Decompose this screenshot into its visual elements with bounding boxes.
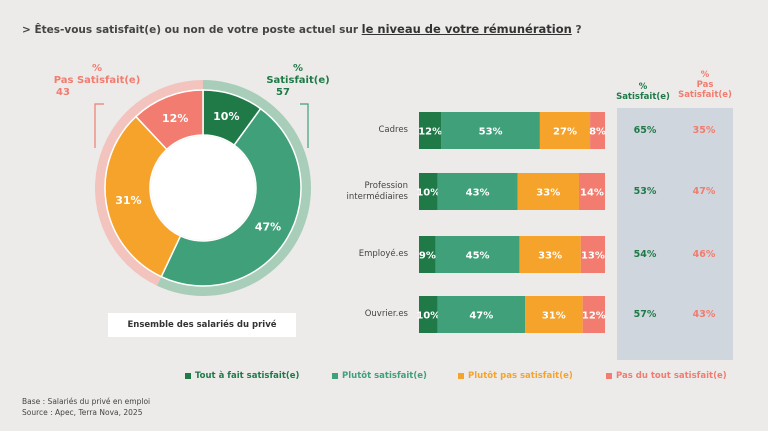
- satisfied-header-name: Satisfait(e): [616, 92, 670, 102]
- bar-segment: [590, 112, 605, 149]
- legend-item: Plutôt pas satisfait(e): [458, 371, 573, 381]
- page-title: > Êtes-vous satisfait(e) ou non de votre…: [22, 22, 582, 36]
- satisfied-callout-name: Satisfait(e): [266, 75, 330, 86]
- bar-segment: [435, 236, 520, 273]
- donut-chart: 10% 47% 31% 12%: [95, 80, 312, 297]
- donut-slice: [160, 107, 302, 287]
- bar-category-label: Employé.es: [358, 248, 408, 259]
- legend-label: Plutôt satisfait(e): [342, 371, 427, 381]
- unsatisfied-total: 43%: [692, 308, 716, 320]
- bar-segment-label: 9%: [419, 251, 436, 262]
- bar-category-label: Ouvrier.es: [364, 308, 408, 319]
- legend-swatch: [332, 372, 338, 379]
- bar-segment-label: 10%: [416, 311, 440, 322]
- bar-segment-label: 45%: [466, 251, 490, 262]
- bar-segment: [580, 236, 605, 273]
- bar-segment: [519, 236, 581, 273]
- unsatisfied-column-header: % Pas Satisfait(e): [674, 70, 736, 100]
- bar-segment-label: 33%: [536, 188, 560, 199]
- satisfied-callout-value: 57: [276, 87, 290, 98]
- bar-segment-label: 10%: [416, 188, 440, 199]
- donut-slice-label: 12%: [162, 112, 188, 125]
- unsatisfied-total: 35%: [692, 124, 716, 136]
- left-callout-line: [94, 103, 104, 148]
- bar-segment-label: 31%: [542, 311, 566, 322]
- bar-segment: [441, 112, 540, 149]
- satisfied-callout: % Satisfait(e) 57: [248, 63, 348, 99]
- title-highlight: le niveau de votre rémunération: [361, 22, 572, 36]
- unsatisfied-header-pct: %: [700, 70, 710, 80]
- unsatisfied-header-name2: Satisfait(e): [678, 90, 732, 100]
- bar-segment-label: 33%: [538, 251, 562, 262]
- bar-category-word: intermédiaires: [346, 191, 408, 202]
- bar-segment: [578, 173, 605, 210]
- satisfied-total: 65%: [633, 124, 657, 136]
- totals-panel: [617, 108, 733, 360]
- bar-segment: [437, 296, 526, 333]
- satisfied-total: 54%: [633, 248, 657, 260]
- satisfied-callout-pct: %: [292, 63, 304, 74]
- bar-segment: [419, 173, 438, 210]
- bar-segment-label: 14%: [580, 188, 604, 199]
- satisfied-total: 53%: [633, 185, 657, 197]
- bar-segment: [419, 112, 442, 149]
- bar-category-word: Profession: [364, 180, 408, 191]
- bar-segment-label: 53%: [479, 127, 503, 138]
- unsatisfied-callout-name: Pas Satisfait(e): [53, 75, 141, 86]
- legend-swatch: [458, 372, 464, 379]
- bar-segment-label: 12%: [582, 311, 606, 322]
- bar-segment: [419, 296, 438, 333]
- donut-slice-label: 10%: [213, 110, 239, 123]
- donut-slice: [104, 115, 182, 278]
- donut-slice: [134, 89, 204, 151]
- satisfied-header-pct: %: [638, 82, 648, 92]
- legend-swatch: [185, 372, 191, 379]
- footer-source: Source : Apec, Terra Nova, 2025: [22, 408, 143, 417]
- bar-segment: [419, 236, 436, 273]
- title-prefix: > Êtes-vous satisfait(e) ou non de votre…: [22, 24, 362, 36]
- legend-item: Pas du tout satisfait(e): [606, 371, 727, 381]
- right-callout-line: [300, 103, 309, 148]
- legend-swatch: [606, 372, 612, 379]
- unsatisfied-header-name1: Pas: [696, 80, 714, 90]
- donut-callouts: [94, 103, 309, 148]
- unsatisfied-callout-value: 43: [56, 87, 70, 98]
- bar-segment: [517, 173, 579, 210]
- donut-slice-label: 31%: [115, 194, 141, 207]
- donut-halo-unsatisfied: [95, 80, 203, 286]
- unsatisfied-callout-pct: %: [91, 63, 103, 74]
- bar-segment: [437, 173, 518, 210]
- bar-category-label: Cadres: [378, 124, 408, 135]
- bar-category-label: Profession intermédiaires: [318, 181, 408, 203]
- unsatisfied-total: 46%: [692, 248, 716, 260]
- bar-segment-label: 47%: [469, 311, 493, 322]
- bar-segment: [539, 112, 591, 149]
- bar-segment-label: 13%: [581, 251, 605, 262]
- legend-label: Tout à fait satisfait(e): [195, 371, 300, 381]
- bar-segment-label: 27%: [553, 127, 577, 138]
- satisfied-column-header: % Satisfait(e): [612, 82, 674, 102]
- stacked-bar-chart: 12% 53% 27% 8% 10% 43% 33% 14% 9% 45% 33% 13% 10% 47%…: [416, 112, 606, 333]
- bar-segment-label: 12%: [418, 127, 442, 138]
- bar-segment-label: 8%: [589, 127, 606, 138]
- donut-hole: [151, 136, 255, 240]
- bar-segment: [582, 296, 605, 333]
- footer-base: Base : Salariés du privé en emploi: [22, 397, 151, 406]
- legend-item: Plutôt satisfait(e): [332, 371, 427, 381]
- unsatisfied-total: 47%: [692, 185, 716, 197]
- donut-caption: Ensemble des salariés du privé: [108, 313, 296, 337]
- legend-label: Plutôt pas satisfait(e): [468, 371, 573, 381]
- bar-segment-label: 43%: [466, 188, 490, 199]
- title-suffix: ?: [571, 24, 582, 36]
- bar-segment: [525, 296, 583, 333]
- legend-item: Tout à fait satisfait(e): [185, 371, 299, 381]
- satisfied-total: 57%: [633, 308, 657, 320]
- unsatisfied-callout: % Pas Satisfait(e) 43: [42, 63, 152, 99]
- donut-slice-label: 47%: [255, 220, 281, 233]
- legend-label: Pas du tout satisfait(e): [616, 371, 727, 381]
